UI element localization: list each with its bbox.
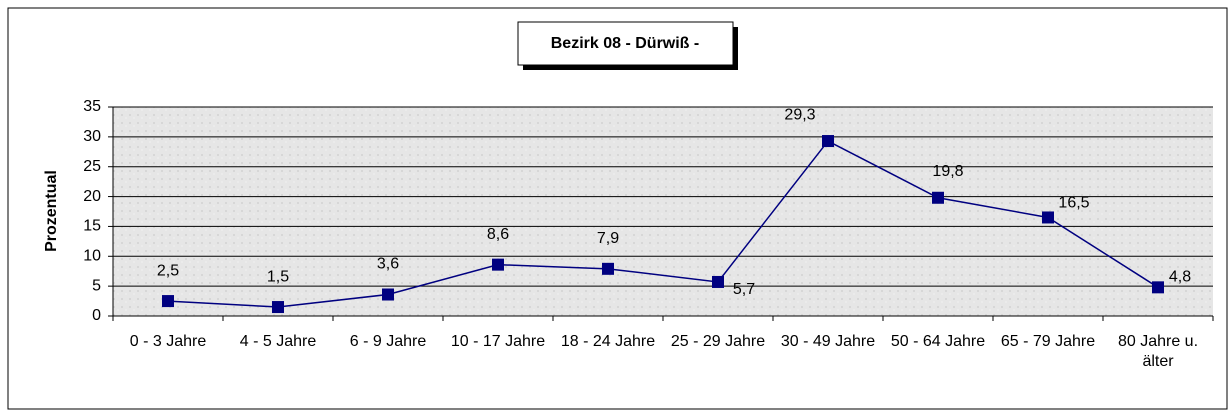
x-tick-label: 6 - 9 Jahre <box>349 333 427 350</box>
x-tick-label: 25 - 29 Jahre <box>670 333 766 350</box>
title-box <box>517 21 734 66</box>
y-tick-label: 15 <box>83 218 101 235</box>
data-label: 5,7 <box>733 281 755 298</box>
x-tick-label: 18 - 24 Jahre <box>560 333 656 350</box>
x-tick-label: 4 - 5 Jahre <box>239 333 317 350</box>
x-tick-label: 50 - 64 Jahre <box>890 333 986 350</box>
marker <box>932 191 944 204</box>
y-axis-label: Prozentual <box>43 170 60 252</box>
y-tick-label: 5 <box>92 277 101 294</box>
data-label: 8,6 <box>487 226 509 243</box>
plot-area <box>113 107 1213 316</box>
data-label: 1,5 <box>267 268 289 285</box>
data-label: 4,8 <box>1169 269 1191 286</box>
y-tick-label: 10 <box>83 248 101 265</box>
y-tick-label: 20 <box>83 188 101 205</box>
data-label: 2,5 <box>157 262 179 279</box>
x-tick-label: 0 - 3 Jahre <box>129 333 207 350</box>
data-label: 7,9 <box>597 230 619 247</box>
marker <box>1152 281 1164 294</box>
x-tick-label: 65 - 79 Jahre <box>1000 333 1096 350</box>
data-label: 29,3 <box>784 106 815 123</box>
data-label: 16,5 <box>1058 195 1089 212</box>
data-label: 3,6 <box>377 256 399 273</box>
x-tick-label: 10 - 17 Jahre <box>450 333 546 350</box>
marker <box>382 288 394 301</box>
y-tick-label: 25 <box>83 158 101 175</box>
chart-title: Bezirk 08 - Dürwiß - <box>551 35 699 52</box>
marker <box>712 275 724 288</box>
marker <box>492 258 504 271</box>
marker <box>1042 211 1054 224</box>
y-tick-label: 0 <box>92 307 101 324</box>
marker <box>162 295 174 308</box>
series-line <box>167 140 1159 308</box>
y-tick-label: 35 <box>83 98 101 115</box>
x-tick-label: 30 - 49 Jahre <box>780 333 876 350</box>
marker <box>602 262 614 275</box>
y-tick-label: 30 <box>83 128 101 145</box>
marker <box>272 301 284 314</box>
data-label: 19,8 <box>932 163 963 180</box>
marker <box>822 135 834 148</box>
x-tick-label: 80 Jahre u. älter <box>1117 333 1199 370</box>
